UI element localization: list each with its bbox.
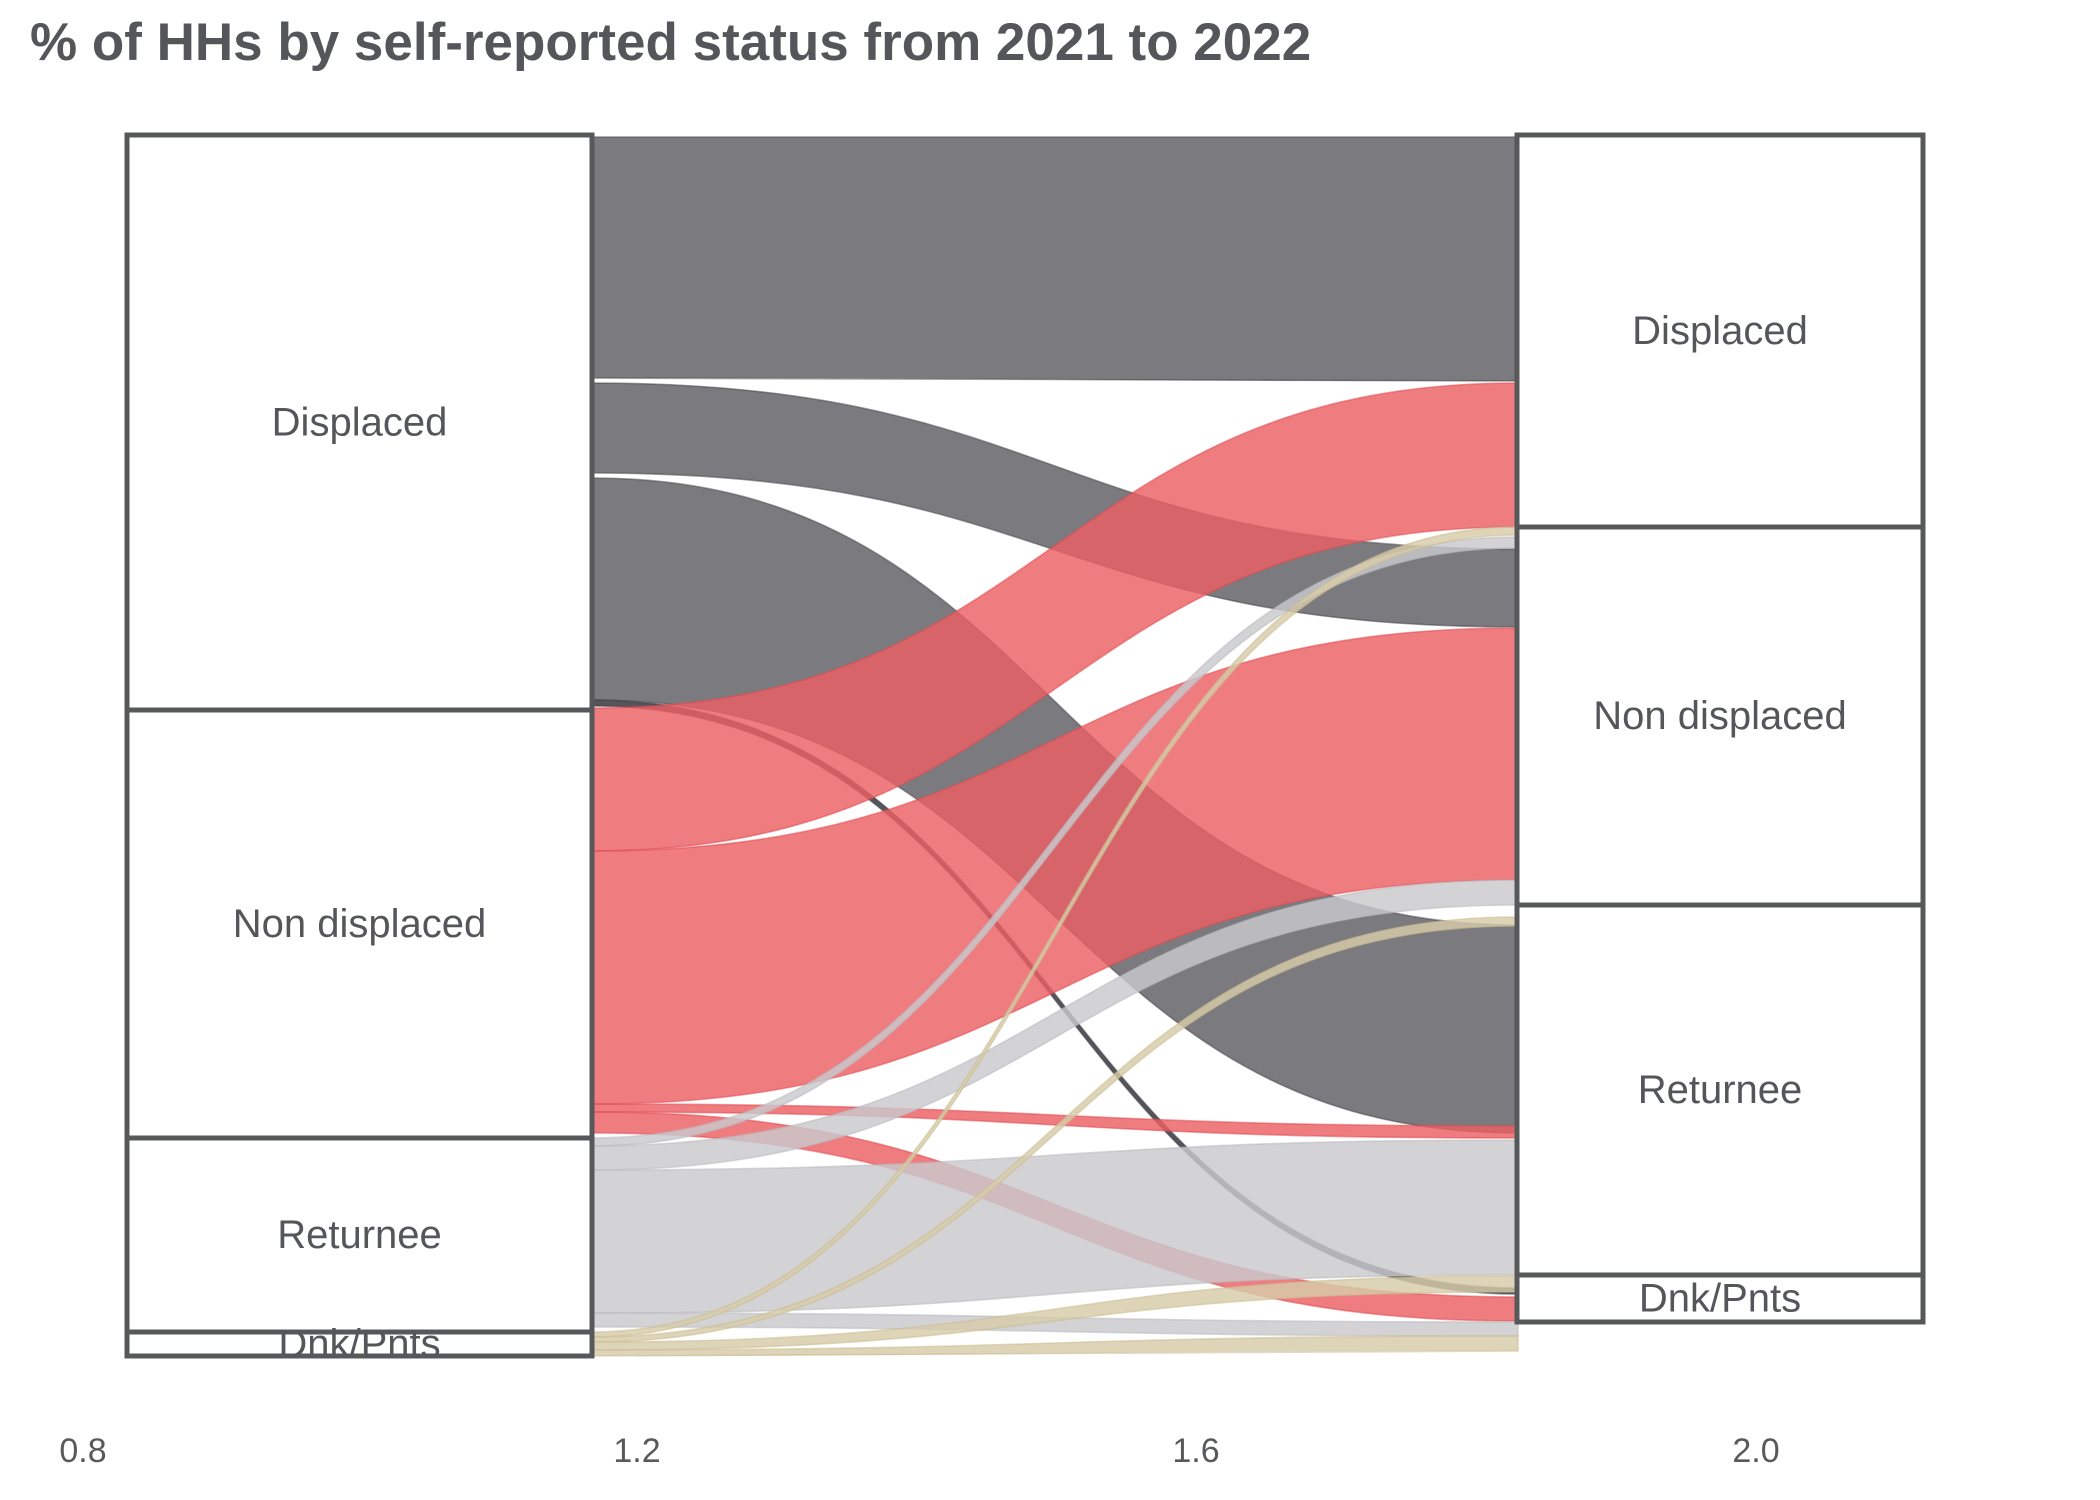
flow-displaced-to-displaced [591, 136, 1519, 382]
node-box-right-displaced [1514, 132, 1926, 530]
flow-ribbons [591, 136, 1519, 1357]
node-label-left-displaced: Displaced [272, 401, 448, 445]
node-box-left-dnk [124, 1329, 595, 1359]
node-label-right-displaced: Displaced [1632, 309, 1808, 353]
status-nodes: Displaced Non displaced Returnee Dnk/Pnts Di… [124, 132, 1926, 1366]
node-box-left-returnee [124, 1135, 595, 1335]
flow-dnk-to-dnk-lower [591, 1335, 1519, 1357]
node-box-left-displaced [124, 132, 595, 713]
node-box-right-nondisplaced [1514, 524, 1926, 908]
node-box-right-dnk [1514, 1272, 1926, 1325]
node-label-left-nondisplaced: Non displaced [233, 902, 487, 946]
node-label-right-dnk: Dnk/Pnts [1639, 1277, 1801, 1321]
node-label-left-returnee: Returnee [277, 1213, 442, 1257]
node-label-right-nondisplaced: Non displaced [1593, 694, 1847, 738]
node-box-right-returnee [1514, 902, 1926, 1278]
node-box-left-nondisplaced [124, 707, 595, 1141]
node-label-left-dnk: Dnk/Pnts [278, 1322, 440, 1366]
chart-title: % of HHs by self-reported status from 20… [30, 13, 1312, 72]
node-label-right-returnee: Returnee [1638, 1068, 1803, 1112]
